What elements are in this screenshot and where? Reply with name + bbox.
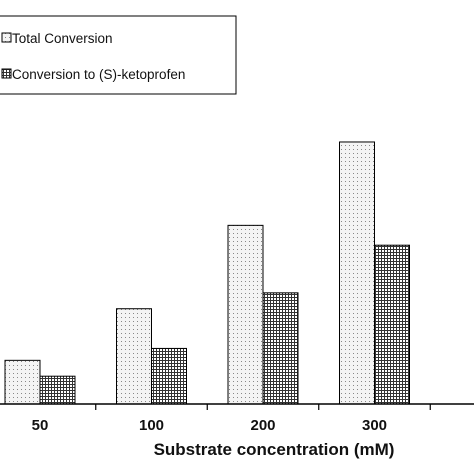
bar-s-ketoprofen-50 bbox=[39, 375, 76, 405]
legend: Total Conversion Conversion to (S)-ketop… bbox=[0, 15, 237, 95]
legend-swatch-s-ketoprofen bbox=[1, 68, 12, 79]
x-axis-title: Substrate concentration (mM) bbox=[154, 440, 395, 459]
bar-s-ketoprofen-100 bbox=[151, 347, 187, 405]
x-tick-label-100: 100 bbox=[139, 417, 164, 434]
bar-s-ketoprofen-200 bbox=[262, 292, 299, 405]
legend-swatch-total-conversion bbox=[1, 32, 12, 43]
bar-total-conversion-200 bbox=[227, 224, 264, 405]
bar-total-conversion-50 bbox=[4, 359, 41, 405]
bar-s-ketoprofen-300 bbox=[374, 244, 410, 405]
legend-label-total-conversion: Total Conversion bbox=[12, 31, 113, 46]
x-tick-labels: 50 100 200 300 bbox=[32, 417, 387, 434]
x-ticks-group bbox=[95, 404, 431, 410]
legend-label-s-ketoprofen: Conversion to (S)-ketoprofen bbox=[12, 67, 185, 82]
x-tick-label-200: 200 bbox=[250, 417, 275, 434]
bar-total-conversion-100 bbox=[116, 308, 152, 405]
legend-box bbox=[0, 15, 237, 95]
bar-total-conversion-300 bbox=[339, 141, 375, 405]
bars-group bbox=[4, 141, 410, 405]
x-tick-label-300: 300 bbox=[362, 417, 387, 434]
x-tick-label-50: 50 bbox=[32, 417, 49, 434]
